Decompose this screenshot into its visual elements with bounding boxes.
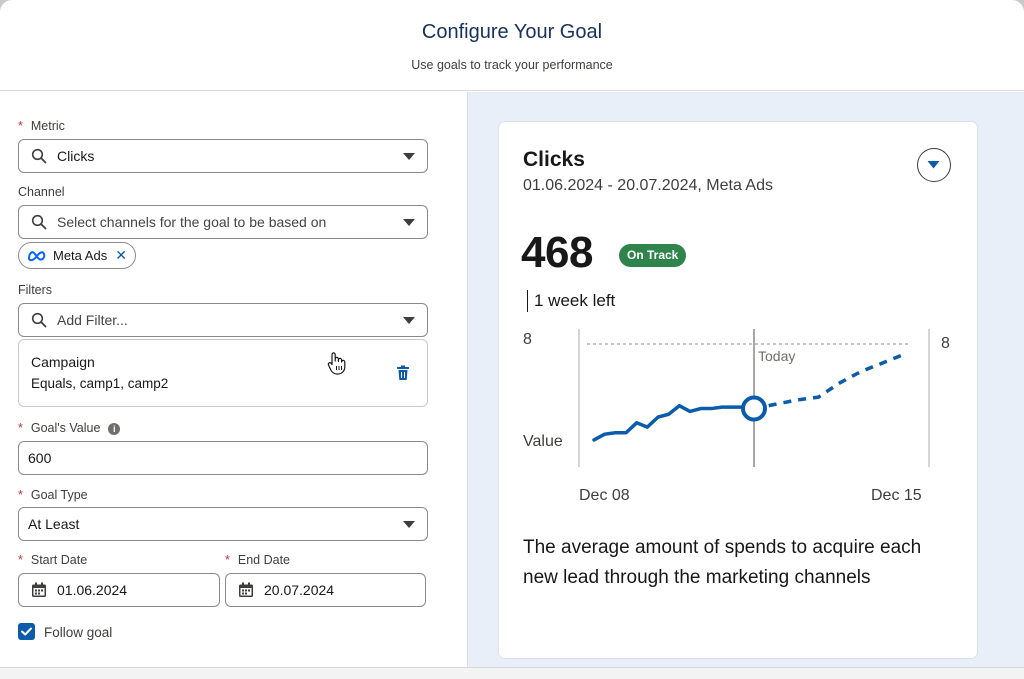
end-date-label: * End Date (225, 553, 290, 567)
checkmark-icon (21, 627, 32, 636)
search-icon (31, 214, 47, 230)
add-filter-select[interactable]: Add Filter... (18, 303, 428, 337)
preview-dropdown-button[interactable] (917, 148, 951, 182)
goal-type-value: At Least (28, 516, 80, 532)
goal-type-select[interactable]: At Least (18, 507, 428, 541)
metric-label: * Metric (18, 119, 65, 133)
chevron-down-icon (403, 520, 415, 528)
calendar-icon (32, 582, 46, 597)
start-date-value: 01.06.2024 (57, 582, 128, 598)
preview-title: Clicks (523, 148, 585, 171)
channel-pill-label: Meta Ads (53, 248, 108, 263)
search-icon (31, 148, 47, 164)
modal-title: Configure Your Goal (421, 21, 603, 43)
channel-placeholder: Select channels for the goal to be based… (57, 214, 327, 230)
chevron-down-icon (403, 218, 415, 226)
x-label-start: Dec 08 (579, 487, 630, 504)
follow-goal-checkbox[interactable] (18, 623, 35, 640)
goal-progress-chart: 8 8 Value Today Dec 08 Dec 15 (523, 329, 950, 504)
y-axis-label: Value (523, 433, 563, 450)
goal-value-input[interactable]: 600 (18, 441, 428, 475)
goal-type-label: * Goal Type (18, 488, 88, 502)
hand-cursor-icon (327, 352, 346, 375)
chevron-down-icon (403, 316, 415, 324)
filters-label: Filters (18, 283, 53, 297)
chevron-down-icon (927, 161, 940, 169)
modal-subtitle: Use goals to track your performance (411, 58, 613, 72)
goal-preview-card: Clicks 01.06.2024 - 20.07.2024, Meta Ads… (499, 122, 977, 658)
calendar-icon (239, 582, 253, 597)
goal-value-text: 600 (28, 450, 52, 466)
filter-name: Campaign (31, 354, 95, 370)
actual-series-line (592, 403, 756, 442)
end-date-input[interactable]: 20.07.2024 (225, 573, 426, 607)
search-icon (31, 312, 47, 328)
channel-pill-meta-ads: Meta Ads ✕ (18, 242, 136, 269)
projected-series-line (753, 352, 905, 411)
start-date-label: * Start Date (18, 553, 88, 567)
metric-select[interactable]: Clicks (18, 139, 428, 173)
remove-pill-icon[interactable]: ✕ (115, 247, 127, 263)
modal-header: Configure Your Goal Use goals to track y… (0, 0, 1024, 91)
meta-logo-icon (28, 250, 46, 261)
preview-description: The average amount of spends to acquire … (523, 537, 922, 588)
status-badge: On Track (619, 244, 687, 267)
filter-item-campaign[interactable]: Campaign Equals, camp1, camp2 (18, 339, 428, 407)
goal-value-label: * Goal's Value i (18, 421, 121, 435)
end-date-value: 20.07.2024 (264, 582, 335, 598)
start-date-input[interactable]: 01.06.2024 (18, 573, 220, 607)
preview-dates: 01.06.2024 - 20.07.2024, Meta Ads (523, 177, 773, 194)
follow-goal-label: Follow goal (44, 625, 113, 640)
chevron-down-icon (403, 152, 415, 160)
metric-value: Clicks (57, 148, 95, 164)
today-label: Today (758, 348, 795, 364)
add-filter-placeholder: Add Filter... (57, 312, 128, 328)
y-top-label-left: 8 (523, 331, 532, 348)
y-top-label-right: 8 (941, 335, 950, 352)
trash-icon[interactable] (396, 365, 410, 381)
today-data-point (741, 395, 767, 422)
channel-label: Channel (18, 185, 65, 199)
x-label-end: Dec 15 (871, 487, 922, 504)
filter-condition: Equals, camp1, camp2 (31, 376, 169, 391)
modal-footer (0, 667, 1024, 679)
channel-select[interactable]: Select channels for the goal to be based… (18, 205, 428, 239)
info-icon[interactable]: i (108, 423, 121, 435)
preview-value: 468 (521, 228, 593, 277)
time-left-text: 1 week left (527, 290, 615, 312)
